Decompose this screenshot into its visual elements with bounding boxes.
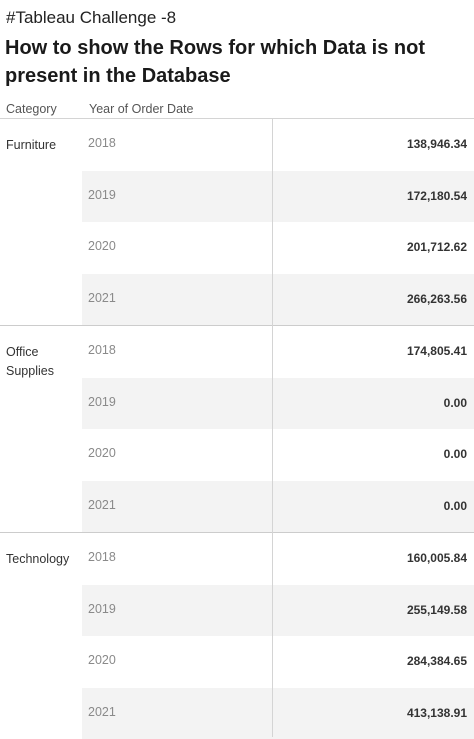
category-label[interactable]: Office Supplies (6, 343, 82, 381)
table-row[interactable]: 2019 172,180.54 (82, 171, 474, 223)
sales-value-cell: 255,149.58 (407, 603, 467, 617)
sales-value-cell: 201,712.62 (407, 240, 467, 254)
sales-value-cell: 138,946.34 (407, 137, 467, 151)
sales-value-cell: 284,384.65 (407, 654, 467, 668)
year-cell: 2020 (88, 239, 116, 253)
sales-value-cell: 160,005.84 (407, 551, 467, 565)
column-divider (272, 118, 273, 737)
sales-value-cell: 413,138.91 (407, 706, 467, 720)
table-row[interactable]: 2018 174,805.41 (82, 326, 474, 378)
dashboard-pre-title: #Tableau Challenge -8 (6, 8, 176, 28)
sales-value-cell: 0.00 (444, 396, 467, 410)
category-label[interactable]: Furniture (6, 136, 82, 155)
table-row[interactable]: 2019 0.00 (82, 378, 474, 430)
sales-value-cell: 266,263.56 (407, 292, 467, 306)
year-cell: 2021 (88, 705, 116, 719)
year-cell: 2019 (88, 602, 116, 616)
sales-value-cell: 172,180.54 (407, 189, 467, 203)
sales-value-cell: 0.00 (444, 447, 467, 461)
year-cell: 2020 (88, 446, 116, 460)
table-row[interactable]: 2020 284,384.65 (82, 636, 474, 688)
category-group: Furniture 2018 138,946.34 2019 172,180.54 202… (0, 119, 474, 326)
year-cell: 2020 (88, 653, 116, 667)
table-row[interactable]: 2021 266,263.56 (82, 274, 474, 326)
table-row[interactable]: 2020 201,712.62 (82, 222, 474, 274)
year-cell: 2021 (88, 498, 116, 512)
year-cell: 2018 (88, 550, 116, 564)
column-header-category[interactable]: Category (6, 102, 57, 116)
year-cell: 2021 (88, 291, 116, 305)
table-row[interactable]: 2020 0.00 (82, 429, 474, 481)
sales-value-cell: 0.00 (444, 499, 467, 513)
table-row[interactable]: 2021 413,138.91 (82, 688, 474, 739)
year-cell: 2018 (88, 136, 116, 150)
table-row[interactable]: 2019 255,149.58 (82, 585, 474, 637)
year-cell: 2018 (88, 343, 116, 357)
table-row[interactable]: 2021 0.00 (82, 481, 474, 533)
column-header-year[interactable]: Year of Order Date (89, 102, 193, 116)
year-cell: 2019 (88, 395, 116, 409)
table-row[interactable]: 2018 160,005.84 (82, 533, 474, 585)
year-cell: 2019 (88, 188, 116, 202)
table-row[interactable]: 2018 138,946.34 (82, 119, 474, 171)
crosstab-table: Furniture 2018 138,946.34 2019 172,180.54 202… (0, 119, 474, 739)
category-label[interactable]: Technology (6, 550, 82, 569)
dashboard-title: How to show the Rows for which Data is n… (5, 34, 465, 90)
sales-value-cell: 174,805.41 (407, 344, 467, 358)
